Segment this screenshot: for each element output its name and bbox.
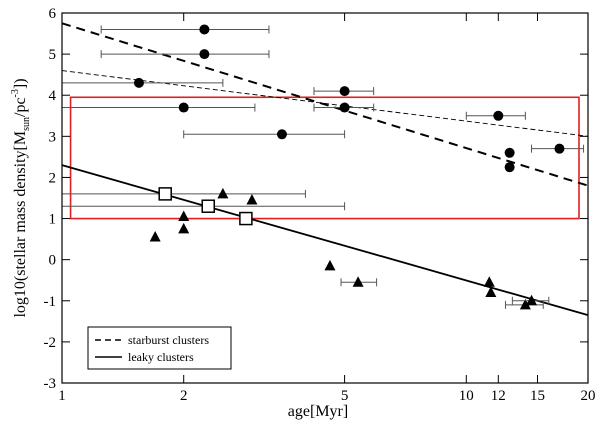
data-point-triangle (324, 259, 336, 271)
data-point-triangle (352, 276, 364, 287)
y-tick-label: 1 (49, 212, 57, 228)
data-point-circle (133, 77, 144, 88)
data-point-circle (504, 147, 515, 158)
legend-box (87, 326, 232, 370)
x-tick-label: 15 (530, 388, 545, 404)
plot-frame (61, 12, 589, 384)
data-point-triangle (485, 286, 497, 298)
data-point-circle (199, 24, 210, 35)
y-tick-label: 0 (49, 253, 57, 269)
x-tick-label: 2 (180, 388, 188, 404)
data-point-triangle (178, 222, 190, 234)
data-point-triangle (178, 210, 190, 221)
x-axis-label: age[Myr] (288, 403, 348, 420)
y-tick-label: -1 (44, 294, 57, 310)
y-tick-label: 2 (49, 170, 57, 186)
data-point-circle (339, 102, 350, 113)
fit-line-0 (61, 22, 589, 187)
y-tick-label: 4 (49, 88, 57, 104)
data-point-circle (199, 49, 210, 60)
plot-area (61, 22, 589, 317)
data-point-circle (276, 129, 287, 140)
y-tick-label: -3 (44, 376, 57, 392)
y-tick-label: -2 (44, 335, 57, 351)
data-point-circle (554, 143, 565, 154)
x-tick-label: 20 (581, 388, 596, 404)
legend-label-leaky: leaky clusters (128, 350, 194, 364)
y-tick-label: 3 (49, 129, 57, 145)
data-point-square (201, 199, 215, 213)
x-tick-label: 12 (491, 388, 506, 404)
data-point-triangle (526, 294, 538, 306)
x-tick-label: 1 (58, 388, 66, 404)
legend: starburst clusters leaky clusters (87, 326, 232, 370)
y-axis-label-sub: sun (21, 117, 32, 131)
y-axis-label-end: ]) (12, 78, 29, 89)
y-axis-label-sup: -3 (10, 89, 21, 97)
fit-line-1 (61, 70, 589, 137)
y-tick-label: 6 (49, 6, 57, 22)
x-tick-label: 5 (341, 388, 349, 404)
data-point-circle (339, 86, 350, 97)
y-axis-label: log10(stellar mass density[Msun/pc-3]) (10, 78, 32, 317)
legend-label-starburst: starburst clusters (128, 333, 209, 347)
data-point-triangle (483, 276, 495, 287)
fit-line-2 (61, 164, 589, 317)
data-point-square (239, 211, 253, 226)
data-point-circle (493, 110, 504, 121)
y-tick-label: 5 (49, 47, 57, 63)
data-point-triangle (149, 231, 161, 242)
x-tick-label: 10 (459, 388, 474, 404)
y-axis-label-main: log10(stellar mass density[M (12, 131, 29, 318)
highlight-region (69, 96, 580, 220)
y-axis-label-mid: /pc (12, 97, 29, 117)
data-point-circle (504, 162, 515, 173)
data-point-triangle (217, 187, 229, 199)
data-point-square (158, 187, 172, 201)
data-point-circle (178, 102, 189, 113)
data-point-triangle (519, 298, 531, 310)
data-point-triangle (246, 194, 258, 205)
